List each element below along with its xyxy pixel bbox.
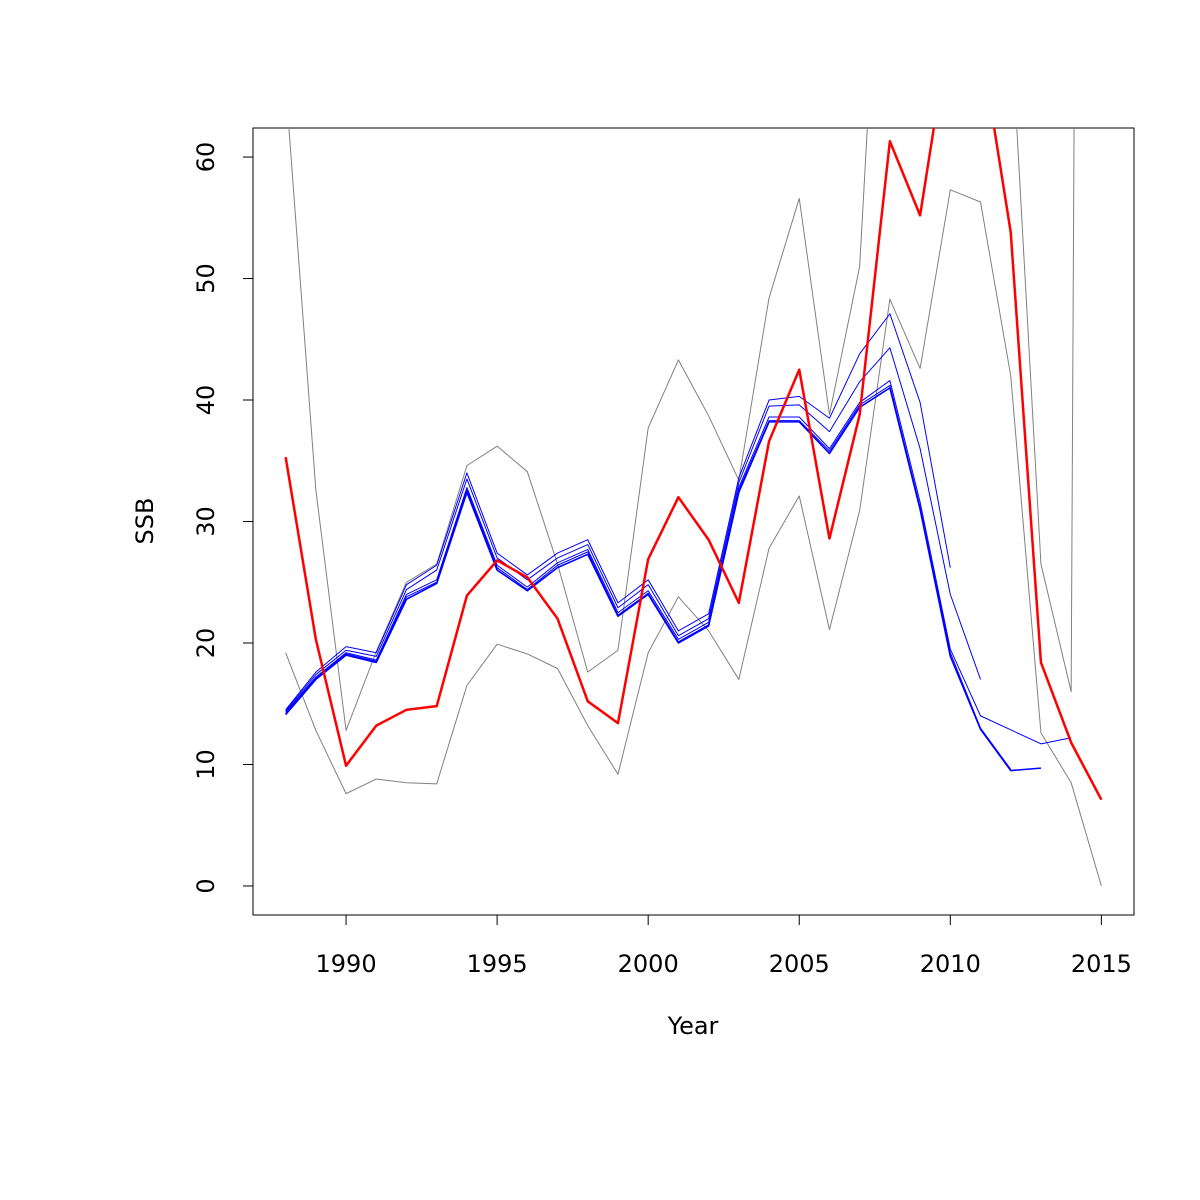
series-line	[284, 128, 1103, 801]
series-line	[288, 128, 1075, 731]
series-line	[285, 313, 951, 711]
y-tick-label: 40	[192, 385, 220, 416]
series-line	[285, 384, 1012, 770]
x-tick-label: 2000	[618, 950, 679, 978]
y-tick-label: 60	[192, 142, 220, 173]
x-tick-label: 1990	[316, 950, 377, 978]
y-tick-label: 10	[192, 749, 220, 780]
y-tick-label: 30	[192, 506, 220, 537]
plot-area	[284, 128, 1103, 887]
x-tick-label: 1995	[467, 950, 528, 978]
x-axis-label: Year	[667, 1012, 719, 1040]
series-line	[285, 189, 1102, 887]
series-line	[285, 380, 1072, 745]
y-tick-label: 0	[192, 878, 220, 893]
x-tick-label: 2010	[920, 950, 981, 978]
y-axis-label: SSB	[131, 498, 159, 545]
series-line	[285, 347, 981, 712]
x-tick-label: 2015	[1071, 950, 1132, 978]
x-tick-label: 2005	[769, 950, 830, 978]
series-line	[285, 387, 1042, 772]
y-tick-label: 20	[192, 628, 220, 659]
plot-box	[252, 127, 1135, 916]
y-tick-label: 50	[192, 263, 220, 294]
